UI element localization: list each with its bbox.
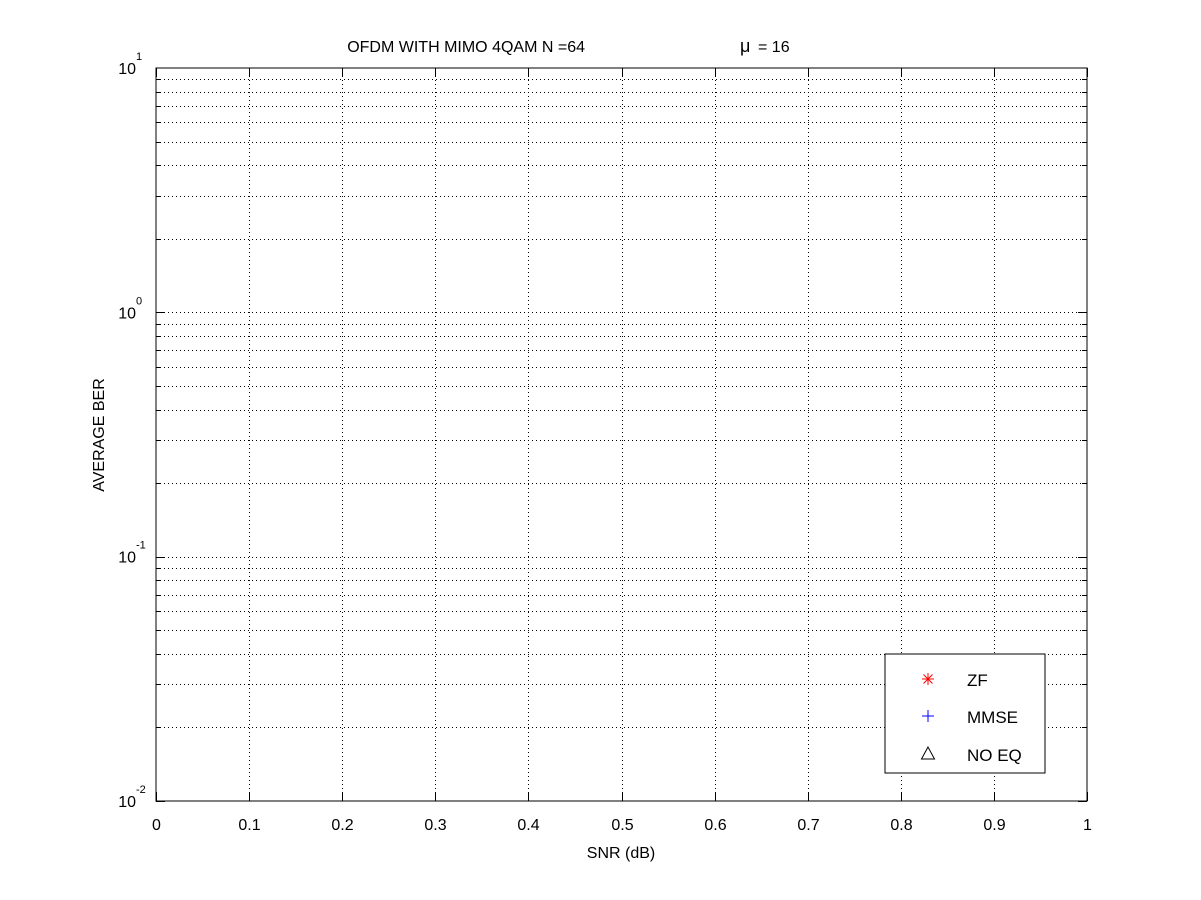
title-mu-symbol: μ <box>740 36 750 56</box>
legend-entry-zf: ZF <box>922 671 988 690</box>
x-axis-label: SNR (dB) <box>587 845 655 862</box>
x-tick-label: 0.5 <box>611 817 633 834</box>
plot-area-frame <box>155 67 1088 802</box>
title-mu-value: = 16 <box>758 39 790 56</box>
ticks <box>156 68 1088 802</box>
y-tick-base: 10 <box>118 61 136 78</box>
x-tick-label: 0.3 <box>424 817 446 834</box>
y-tick-label: 10-1 <box>118 540 146 567</box>
legend-entries: ZF MMSE NO EQ <box>920 671 1022 765</box>
chart-title: OFDM WITH MIMO 4QAM N =64 <box>347 39 585 56</box>
x-tick-label: 0.4 <box>517 817 539 834</box>
x-tick-label: 0.8 <box>890 817 912 834</box>
y-tick-exponent: -2 <box>136 784 146 796</box>
y-tick-exponent: 0 <box>136 295 142 307</box>
x-tick-label: 0.6 <box>704 817 726 834</box>
x-tick-label: 1 <box>1083 817 1092 834</box>
x-tick-label: 0.1 <box>238 817 260 834</box>
legend-label: MMSE <box>967 708 1018 727</box>
y-tick-label: 101 <box>118 51 142 78</box>
legend-entry-no-eq: NO EQ <box>920 745 1022 765</box>
y-axis-label: AVERAGE BER <box>91 378 108 492</box>
y-tick-base: 10 <box>118 550 136 567</box>
x-tick-label: 0.9 <box>983 817 1005 834</box>
y-tick-label: 10-2 <box>118 784 146 811</box>
y-tick-exponent: -1 <box>136 540 146 552</box>
x-tick-label: 0.7 <box>797 817 819 834</box>
y-tick-exponent: 1 <box>136 51 142 63</box>
y-tick-label: 100 <box>118 295 142 322</box>
legend: ZF MMSE NO EQ <box>884 653 1046 774</box>
y-tick-base: 10 <box>118 794 136 811</box>
x-tick-labels: 0 0.1 0.2 0.3 0.4 0.5 0.6 0.7 0.8 0.9 1 <box>152 817 1092 834</box>
triangle-marker-icon <box>920 745 936 760</box>
legend-label: ZF <box>967 671 988 690</box>
legend-entry-mmse: MMSE <box>922 708 1018 727</box>
legend-box <box>884 653 1046 774</box>
x-tick-label: 0 <box>152 817 161 834</box>
legend-label: NO EQ <box>967 746 1022 765</box>
x-tick-label: 0.2 <box>331 817 353 834</box>
y-tick-base: 10 <box>118 305 136 322</box>
asterisk-marker-icon <box>923 674 933 684</box>
